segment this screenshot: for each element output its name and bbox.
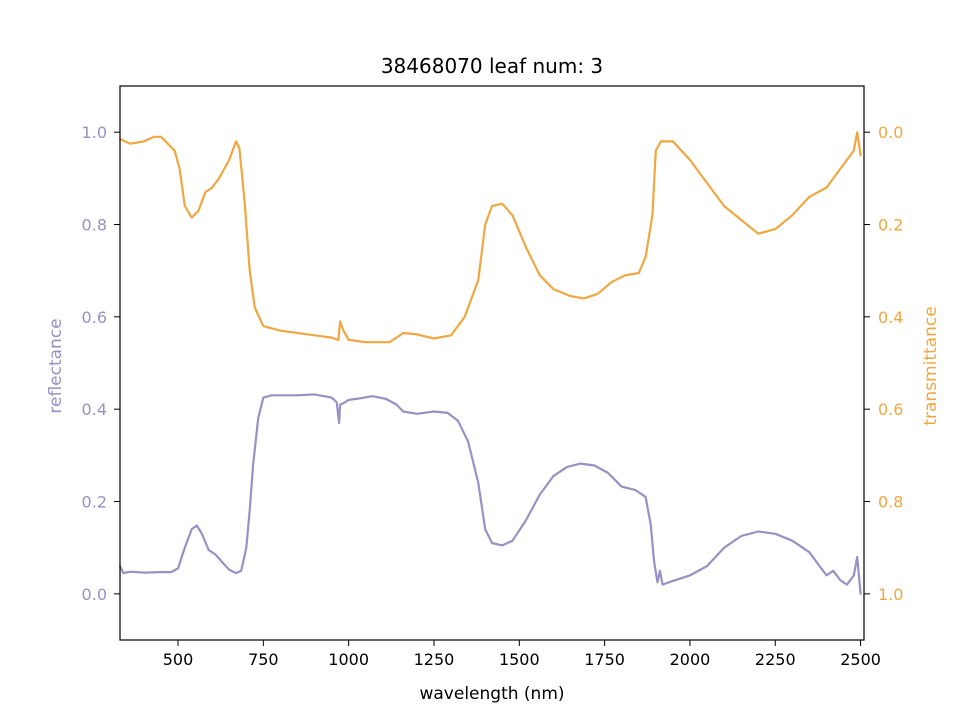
- left-tick-label: 1.0: [82, 123, 107, 142]
- right-axis-ticks: 0.0 0.2 0.4 0.6 0.8 1.0: [864, 123, 903, 604]
- x-tick-label: 2250: [755, 650, 796, 669]
- x-tick-label: 2000: [670, 650, 711, 669]
- chart-title: 38468070 leaf num: 3: [381, 54, 603, 78]
- x-tick-label: 2500: [840, 650, 881, 669]
- x-tick-label: 1000: [328, 650, 369, 669]
- x-axis-label: wavelength (nm): [419, 684, 564, 704]
- left-axis-ticks: 0.0 0.2 0.4 0.6 0.8 1.0: [82, 123, 120, 604]
- left-tick-label: 0.0: [82, 585, 107, 604]
- series-layer: [118, 131, 862, 595]
- x-tick-label: 1250: [414, 650, 455, 669]
- x-tick-label: 500: [163, 650, 194, 669]
- x-axis-ticks: 500 750 1000 1250 1500 1750 2000 2250 2500: [163, 640, 881, 669]
- x-tick-label: 750: [248, 650, 279, 669]
- x-tick-label: 1500: [499, 650, 540, 669]
- right-tick-label: 0.6: [878, 400, 903, 419]
- right-tick-label: 0.2: [878, 216, 903, 235]
- x-tick-label: 1750: [584, 650, 625, 669]
- left-tick-label: 0.2: [82, 493, 107, 512]
- right-tick-label: 0.4: [878, 308, 903, 327]
- right-tick-label: 0.0: [878, 123, 903, 142]
- right-tick-label: 1.0: [878, 585, 903, 604]
- left-tick-label: 0.6: [82, 308, 107, 327]
- right-tick-label: 0.8: [878, 493, 903, 512]
- left-tick-label: 0.8: [82, 216, 107, 235]
- right-axis-label: transmittance: [921, 306, 941, 425]
- reflectance-series-line: [118, 393, 862, 595]
- transmittance-series-line: [118, 131, 862, 344]
- plot-area-frame: [119, 85, 865, 641]
- left-axis-label: reflectance: [46, 318, 66, 413]
- left-tick-label: 0.4: [82, 400, 107, 419]
